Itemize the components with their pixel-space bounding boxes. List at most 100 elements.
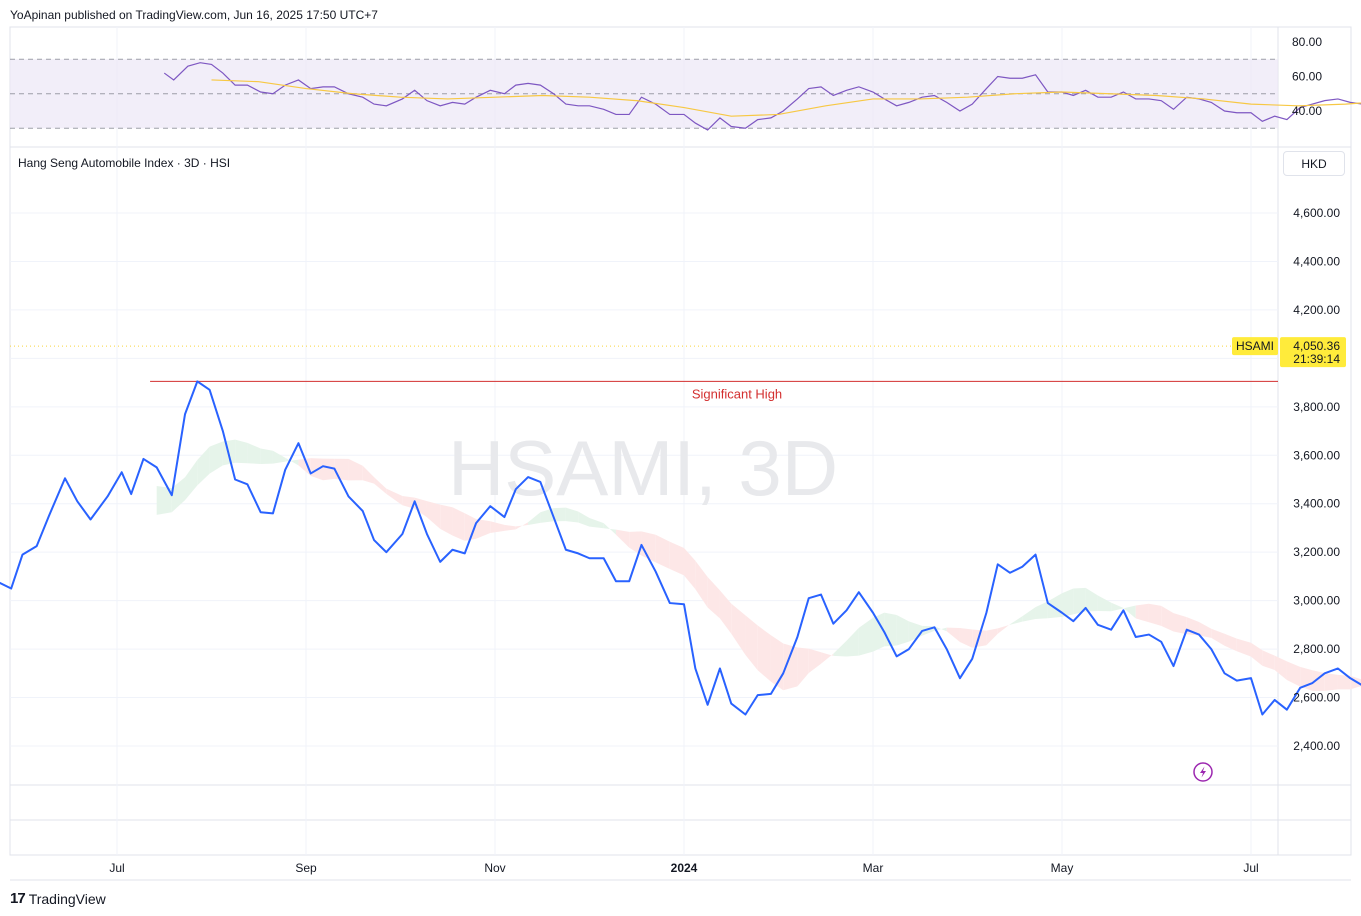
ribbon-segment [1236, 638, 1251, 657]
ribbon-segment [1035, 601, 1048, 619]
ribbon-segment [719, 590, 732, 634]
time-label: 2024 [671, 861, 698, 875]
ribbon-segment [1251, 642, 1263, 666]
price-tag-value: 4,050.36 [1293, 339, 1340, 353]
ribbon-segment [833, 640, 847, 657]
tradingview-logo-icon: 17 [10, 890, 26, 907]
ribbon-segment [1111, 602, 1124, 612]
symbol-tag-label: HSAMI [1236, 339, 1274, 353]
time-label: Mar [863, 861, 884, 875]
ribbon-segment [655, 534, 670, 569]
ribbon-segment [464, 513, 477, 541]
ribbon-segment [641, 531, 656, 563]
ribbon-segment [156, 486, 172, 515]
ribbon-segment [858, 617, 873, 656]
price-tick-label: 2,800.00 [1293, 642, 1340, 656]
ribbon-segment [414, 497, 427, 518]
significant-high-line: Significant High [10, 345, 1278, 401]
lightning-icon[interactable] [1193, 762, 1213, 782]
price-tag-bg [1280, 337, 1346, 368]
ribbon-segment [797, 647, 809, 687]
tradingview-logo[interactable]: 17 TradingView [10, 890, 106, 907]
ribbon-segment [846, 627, 859, 657]
ribbon-segment [578, 511, 590, 527]
ribbon-segment [515, 522, 529, 530]
price-series[interactable] [0, 228, 1361, 716]
ribbon-segment [185, 459, 198, 501]
ribbon-segment [235, 439, 248, 464]
ribbon-segment [374, 477, 387, 494]
ribbon-segment [959, 627, 973, 648]
ribbon-segment [946, 627, 960, 642]
ribbon-segment [1224, 633, 1237, 652]
ribbon-segment [669, 541, 684, 576]
ribbon-segment [247, 442, 261, 465]
ribbon-segment [334, 458, 349, 481]
ribbon-segment [1262, 650, 1275, 670]
rsi-axis[interactable]: 80.00 60.00 40.00 [1292, 35, 1322, 118]
ribbon-segment [528, 512, 541, 526]
ribbon-segment [1073, 587, 1086, 615]
watermark-text: HSAMI, 3D [448, 424, 838, 512]
symbol-tag-bg [1232, 337, 1278, 356]
published-info: YoApinan published on TradingView.com, J… [10, 8, 378, 22]
ribbon-segment [565, 507, 579, 523]
ribbon-segment [490, 521, 505, 533]
rsi-pane[interactable] [10, 42, 1361, 131]
ribbon-segment [1274, 655, 1287, 680]
ribbon-segment [1123, 605, 1136, 619]
ribbon-segment [1324, 672, 1338, 691]
ribbon-segment [402, 496, 415, 509]
legend-title: Hang Seng Automobile Index · 3D · HSI [18, 156, 231, 170]
ribbon-segment [386, 488, 403, 506]
ribbon-segment [1097, 595, 1112, 612]
ribbon-segment [707, 577, 720, 619]
ribbon-segment [757, 625, 771, 682]
rsi-ma-line [211, 79, 1361, 117]
price-line [0, 380, 1361, 716]
rsi-line [163, 62, 1361, 131]
price-tick-label: 3,400.00 [1293, 497, 1340, 511]
ribbon-segment [540, 508, 554, 523]
ribbon-segment [426, 501, 441, 529]
ribbon-segment [1148, 603, 1162, 626]
ribbon-segment [298, 458, 311, 476]
ribbon-segment [272, 450, 286, 464]
ribbon-segment [896, 615, 909, 646]
ribbon-segment [362, 465, 375, 484]
ribbon-segment [440, 504, 453, 536]
price-tick-label: 3,600.00 [1293, 448, 1340, 462]
price-tick-label: 3,800.00 [1293, 400, 1340, 414]
ribbon-segment [1062, 588, 1074, 617]
price-tick-label: 4,200.00 [1293, 303, 1340, 317]
price-axis[interactable]: 4,600.004,400.004,200.004,000.003,800.00… [1293, 206, 1340, 753]
price-tick-label: 2,600.00 [1293, 691, 1340, 705]
price-tag-countdown: 21:39:14 [1293, 352, 1340, 366]
ribbon-segment [731, 603, 746, 655]
grid-lines [10, 27, 1278, 855]
ribbon-segment [285, 457, 299, 466]
ribbon-segment [476, 518, 491, 539]
ribbon-segment [684, 547, 696, 590]
empty-pane-frame [9, 819, 1352, 856]
ribbon-segment [171, 477, 186, 513]
ribbon-segment [1199, 622, 1212, 638]
ribbon-segment [260, 448, 273, 465]
rsi-tick-label: 40.00 [1292, 104, 1322, 118]
time-label: Jul [109, 861, 124, 875]
ribbon-segment [1211, 628, 1225, 646]
ribbon-segment [997, 624, 1011, 634]
ribbon-segment [1085, 587, 1098, 612]
ribbon-segment [629, 531, 642, 556]
time-label: Sep [295, 861, 317, 875]
currency-button[interactable]: HKD [1283, 151, 1345, 176]
time-axis[interactable]: JulSepNov2024MarMayJulSepNov2025MarMayJu… [109, 861, 1361, 875]
ribbon-segment [1135, 603, 1149, 623]
price-tick-label: 4,600.00 [1293, 206, 1340, 220]
ribbon-segment [615, 529, 630, 548]
ribbon-segment [1010, 616, 1023, 625]
ribbon-segment [884, 612, 897, 647]
ribbon-segment [821, 652, 834, 664]
